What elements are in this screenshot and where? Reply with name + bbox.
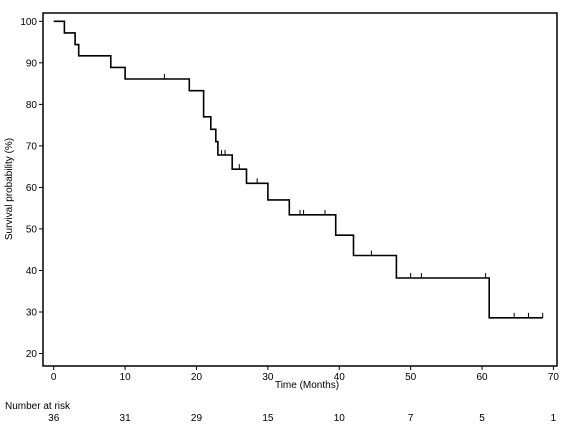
x-tick-label: 60 <box>476 372 488 383</box>
x-tick-label: 0 <box>51 372 57 383</box>
risk-table-label: Number at risk <box>5 401 71 412</box>
y-tick-label: 40 <box>26 266 38 277</box>
x-tick-label: 20 <box>191 372 203 383</box>
x-tick-label: 10 <box>120 372 132 383</box>
risk-count: 7 <box>408 413 414 424</box>
y-axis-title: Survival probability (%) <box>4 138 15 240</box>
x-tick-label: 40 <box>334 372 346 383</box>
y-tick-label: 90 <box>26 58 38 69</box>
x-tick-label: 50 <box>405 372 417 383</box>
survival-curve <box>53 20 543 319</box>
censor-marks <box>163 74 544 318</box>
risk-count: 29 <box>191 413 203 424</box>
risk-count: 36 <box>48 413 60 424</box>
x-axis-title: Time (Months) <box>275 380 339 391</box>
y-tick-label: 70 <box>26 141 38 152</box>
y-tick-label: 30 <box>26 308 38 319</box>
y-tick-label: 100 <box>20 17 37 28</box>
x-tick-label: 30 <box>262 372 274 383</box>
risk-count: 31 <box>120 413 132 424</box>
y-tick-label: 80 <box>26 100 38 111</box>
y-tick-label: 60 <box>26 183 38 194</box>
plot-frame <box>42 12 558 367</box>
risk-table: 36 31 29 15 10 7 5 1 <box>48 413 557 424</box>
y-tick-label: 20 <box>26 349 38 360</box>
risk-count: 15 <box>262 413 274 424</box>
survival-series <box>53 20 543 319</box>
x-tick-label: 70 <box>548 372 560 383</box>
risk-count: 5 <box>479 413 485 424</box>
axis-ticks: 0 10 20 30 40 50 60 70 20 30 40 50 60 70 80 90 100 <box>20 17 559 383</box>
y-tick-label: 50 <box>26 224 38 235</box>
risk-count: 1 <box>551 413 557 424</box>
risk-count: 10 <box>334 413 346 424</box>
